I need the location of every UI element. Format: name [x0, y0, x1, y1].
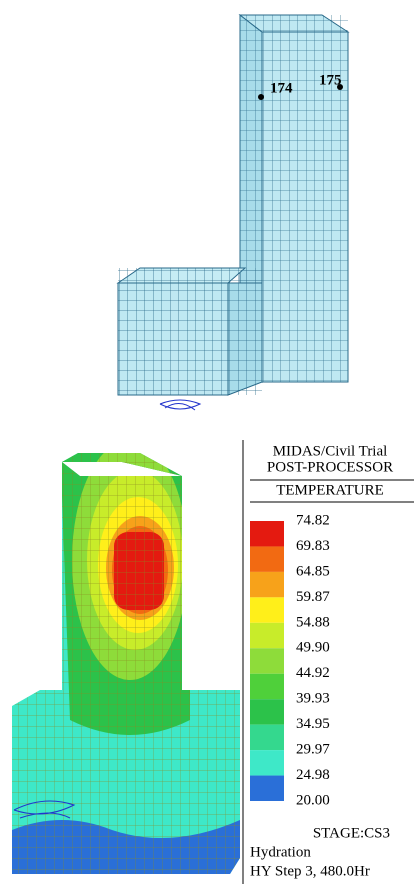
- screenshot: 174 175 MIDAS/Civil Trial POST-PROCESSOR…: [0, 0, 416, 884]
- legend-value: 74.82: [296, 512, 330, 528]
- legend-value: 54.88: [296, 614, 330, 630]
- legend-value: 29.97: [296, 742, 330, 758]
- color-band: [250, 750, 284, 775]
- color-band: [250, 725, 284, 750]
- legend-header: MIDAS/Civil Trial: [273, 443, 388, 459]
- support-symbol: [160, 400, 200, 410]
- legend-value: 59.87: [296, 589, 330, 605]
- legend-value: 20.00: [296, 792, 330, 808]
- color-band: [250, 674, 284, 699]
- color-band: [250, 648, 284, 673]
- footer-text: Hydration: [250, 844, 311, 860]
- color-band: [250, 546, 284, 571]
- node: [258, 94, 264, 100]
- color-band: [250, 776, 284, 801]
- color-band: [250, 699, 284, 724]
- legend-value: 49.90: [296, 640, 330, 656]
- legend-header: POST-PROCESSOR: [267, 459, 393, 475]
- legend-value: 64.85: [296, 563, 330, 579]
- legend-value: 24.98: [296, 767, 330, 783]
- color-band: [250, 521, 284, 546]
- legend-value: 44.92: [296, 665, 330, 681]
- legend-value: 39.93: [296, 691, 330, 707]
- legend-header: TEMPERATURE: [276, 482, 384, 498]
- legend-scale: 74.82 69.83 64.85 59.87 54.88 49.90 44.92 39.93…: [250, 512, 330, 808]
- legend-value: 69.83: [296, 538, 330, 554]
- base-mesh: [118, 268, 262, 395]
- color-band: [250, 572, 284, 597]
- color-band: [250, 597, 284, 622]
- node-label: 174: [270, 80, 293, 96]
- node-label: 175: [319, 72, 342, 88]
- footer-text: HY Step 3, 480.0Hr: [250, 863, 370, 879]
- legend-value: 34.95: [296, 716, 330, 732]
- footer-text: STAGE:CS3: [313, 825, 390, 841]
- color-band: [250, 623, 284, 648]
- mesh-model: 174 175: [118, 15, 348, 410]
